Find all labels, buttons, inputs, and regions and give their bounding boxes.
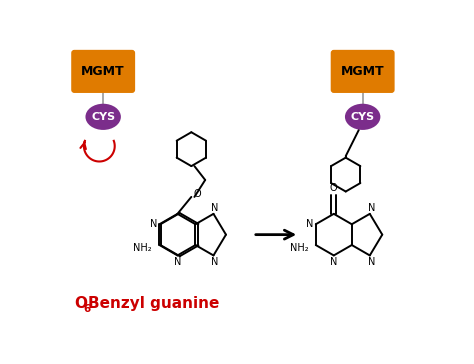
Text: N: N (330, 257, 337, 268)
Text: CYS: CYS (351, 112, 375, 122)
Text: MGMT: MGMT (341, 65, 384, 78)
FancyBboxPatch shape (331, 50, 395, 93)
Text: 6: 6 (83, 304, 91, 313)
Ellipse shape (345, 104, 380, 130)
Text: MGMT: MGMT (82, 65, 125, 78)
Text: NH₂: NH₂ (290, 243, 308, 253)
Text: O: O (194, 189, 201, 199)
Text: O: O (74, 296, 87, 312)
Text: N: N (174, 257, 181, 268)
Text: N: N (368, 257, 375, 266)
Ellipse shape (85, 104, 121, 130)
Text: N: N (306, 219, 313, 229)
Text: N: N (150, 219, 157, 229)
Text: O: O (330, 183, 337, 193)
FancyBboxPatch shape (71, 50, 135, 93)
Text: CYS: CYS (91, 112, 115, 122)
Text: NH₂: NH₂ (133, 243, 152, 253)
Text: N: N (211, 257, 219, 266)
Text: N: N (368, 203, 375, 213)
Text: N: N (211, 203, 219, 213)
Text: Benzyl guanine: Benzyl guanine (88, 296, 219, 312)
